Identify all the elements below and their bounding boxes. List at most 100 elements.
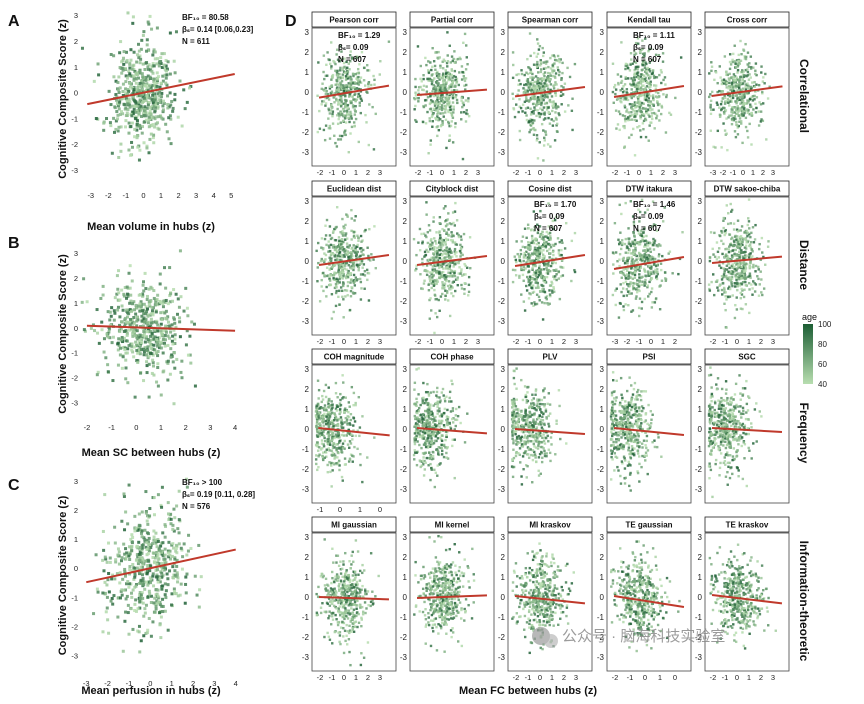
scatter-point xyxy=(359,97,363,100)
scatter-point xyxy=(622,98,626,101)
scatter-point xyxy=(110,306,114,310)
scatter-point xyxy=(542,106,546,109)
scatter-point xyxy=(118,51,122,55)
scatter-point xyxy=(736,133,740,136)
scatter-point xyxy=(164,69,168,73)
scatter-point xyxy=(732,75,735,79)
scatter-point xyxy=(341,249,344,252)
scatter-point xyxy=(536,80,540,83)
scatter-point xyxy=(167,336,171,340)
scatter-point xyxy=(452,74,456,78)
scatter-point xyxy=(148,137,152,141)
scatter-point xyxy=(147,362,151,366)
scatter-point xyxy=(156,539,160,543)
scatter-point xyxy=(626,98,630,102)
scatter-point xyxy=(123,552,127,556)
scatter-point xyxy=(118,113,122,117)
scatter-point xyxy=(759,110,763,113)
scatter-point xyxy=(117,337,121,341)
scatter-point xyxy=(116,553,120,557)
scatter-point xyxy=(342,316,345,319)
scatter-point xyxy=(661,60,665,63)
scatter-point xyxy=(138,54,142,58)
scatter-point xyxy=(724,79,727,83)
facet-title: Partial corr xyxy=(431,16,473,25)
scatter-point xyxy=(339,77,342,80)
scatter-point xyxy=(142,614,146,618)
scatter-point xyxy=(139,108,143,112)
stat-annotation: BF₁₀ > 100 xyxy=(182,478,223,487)
scatter-point xyxy=(524,111,527,114)
scatter-point xyxy=(530,87,533,90)
scatter-point xyxy=(366,246,369,249)
scatter-point xyxy=(557,112,560,115)
y-tick-label: -1 xyxy=(71,593,78,602)
scatter-point xyxy=(135,566,139,570)
scatter-point xyxy=(355,56,358,59)
scatter-point xyxy=(339,105,343,108)
scatter-point xyxy=(541,108,544,112)
scatter-point xyxy=(434,51,437,54)
scatter-point xyxy=(124,610,128,614)
scatter-point xyxy=(333,253,337,257)
scatter-point xyxy=(658,102,661,106)
scatter-point xyxy=(322,128,326,132)
scatter-point xyxy=(126,580,130,584)
scatter-point xyxy=(435,253,439,256)
scatter-point xyxy=(160,91,164,95)
scatter-point xyxy=(363,287,366,290)
scatter-point xyxy=(343,84,346,88)
scatter-point xyxy=(146,88,150,92)
scatter-point xyxy=(462,103,466,107)
facet-title: Cross corr xyxy=(727,16,767,25)
scatter-point xyxy=(320,237,324,240)
scatter-point xyxy=(637,81,640,84)
scatter-point xyxy=(111,379,115,383)
scatter-point xyxy=(353,81,357,84)
scatter-point xyxy=(143,345,147,349)
scatter-point xyxy=(432,107,436,110)
scatter-point xyxy=(542,67,546,70)
scatter-point xyxy=(522,91,525,94)
scatter-point xyxy=(134,609,138,613)
scatter-point xyxy=(331,231,335,234)
scatter-point xyxy=(442,284,446,287)
scatter-point xyxy=(435,259,438,262)
scatter-point xyxy=(343,57,346,60)
scatter-point xyxy=(147,91,151,95)
scatter-point xyxy=(142,312,146,316)
scatter-point xyxy=(642,79,645,82)
scatter-point xyxy=(637,99,640,102)
y-tick-label: 1 xyxy=(74,63,78,72)
scatter-point xyxy=(147,354,151,358)
scatter-point xyxy=(760,71,763,74)
scatter-point xyxy=(101,529,105,533)
scatter-point xyxy=(146,350,150,354)
scatter-point xyxy=(423,99,427,102)
scatter-point xyxy=(444,111,447,114)
scatter-point xyxy=(511,76,515,80)
scatter-point xyxy=(117,550,121,554)
scatter-point xyxy=(538,115,542,119)
scatter-point xyxy=(331,74,334,78)
scatter-point xyxy=(759,120,763,123)
scatter-point xyxy=(138,598,142,602)
scatter-point xyxy=(735,101,738,105)
fit-line xyxy=(318,84,390,99)
scatter-point xyxy=(106,363,110,367)
scatter-point xyxy=(367,143,371,147)
scatter-point xyxy=(143,83,147,87)
y-axis-title: Cognitive Composite Score (z) xyxy=(57,19,69,179)
scatter-point xyxy=(328,234,332,237)
scatter-point xyxy=(373,78,376,82)
scatter-point xyxy=(460,118,463,121)
scatter-point xyxy=(450,269,453,272)
scatter-point xyxy=(540,103,543,107)
scatter-point xyxy=(543,264,546,267)
scatter-point xyxy=(436,94,440,97)
scatter-point xyxy=(358,63,361,66)
scatter-point xyxy=(533,51,536,55)
scatter-point xyxy=(525,256,528,260)
scatter-point xyxy=(749,87,753,91)
